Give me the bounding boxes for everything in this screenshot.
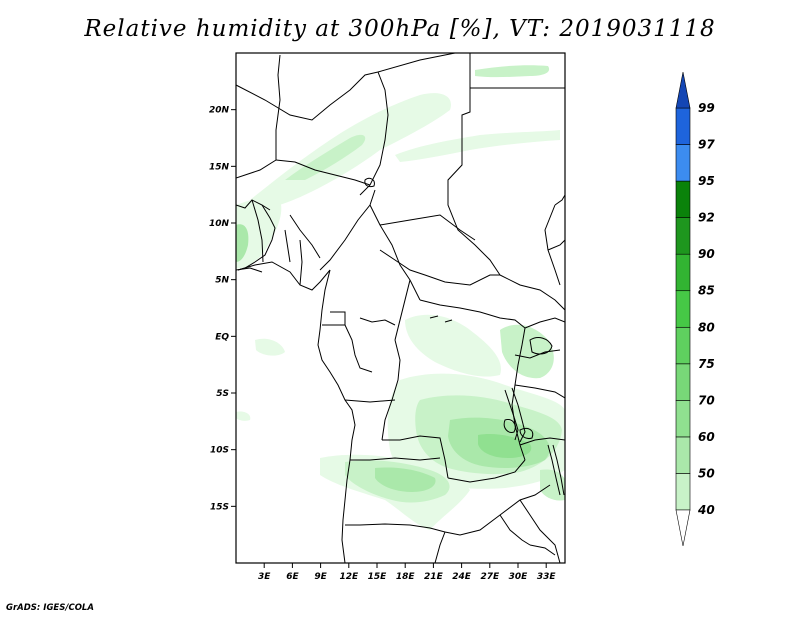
lon-tick-label: 24E xyxy=(452,572,472,582)
colorbar-top-triangle xyxy=(675,71,691,109)
lon-tick-label: 21E xyxy=(424,572,444,582)
lon-tick-label: 12E xyxy=(339,572,359,582)
lat-tick-label: 15S xyxy=(210,502,229,512)
colorbar-label: 90 xyxy=(698,247,715,261)
longitude-axis: 3E 6E 9E 12E 15E 18E 21E 24E 27E 30E 33E xyxy=(258,563,556,582)
humidity-region-west-coast xyxy=(236,197,282,269)
humidity-region-angola-core xyxy=(375,467,436,492)
lon-tick-label: 18E xyxy=(396,572,416,582)
lat-tick-label: 5S xyxy=(216,389,229,399)
humidity-region-congo-north xyxy=(405,314,501,377)
colorbar-segment xyxy=(675,363,691,401)
colorbar-label: 85 xyxy=(698,284,715,298)
colorbar-segment xyxy=(675,217,691,255)
lat-tick-label: 10N xyxy=(209,219,230,229)
humidity-region-sahel-east xyxy=(395,130,560,162)
lat-tick-label: 20N xyxy=(209,106,230,116)
colorbar-label: 95 xyxy=(698,174,715,188)
colorbar-segment xyxy=(675,290,691,328)
colorbar-label: 92 xyxy=(698,211,715,225)
humidity-region-sahel-core xyxy=(285,134,366,180)
chart-title: Relative humidity at 300hPa [%], VT: 201… xyxy=(84,16,716,42)
lon-tick-label: 15E xyxy=(368,572,388,582)
lat-tick-label: 10S xyxy=(210,446,229,456)
colorbar-segment xyxy=(675,326,691,365)
lon-tick-label: 27E xyxy=(480,572,500,582)
humidity-region-northeast xyxy=(475,65,550,78)
lon-tick-label: 6E xyxy=(286,572,299,582)
humidity-field xyxy=(236,65,565,530)
colorbar-label: 40 xyxy=(697,503,715,517)
lat-tick-label: EQ xyxy=(215,332,229,342)
colorbar-segment xyxy=(675,473,691,511)
lon-tick-label: 30E xyxy=(509,572,529,582)
colorbar-segment xyxy=(675,144,691,182)
colorbar-segment xyxy=(675,253,691,292)
country-borders xyxy=(236,53,565,563)
colorbar-label: 50 xyxy=(698,466,715,480)
colorbar-segment xyxy=(675,436,691,474)
colorbar-label: 75 xyxy=(698,357,715,371)
colorbar-label: 70 xyxy=(698,393,715,407)
grads-credit: GrADS: IGES/COLA xyxy=(6,603,94,613)
colorbar-segment xyxy=(675,107,691,145)
colorbar-label: 60 xyxy=(698,430,715,444)
map-frame xyxy=(235,52,566,564)
humidity-region-east-edge xyxy=(540,469,565,501)
humidity-region-south-band-peak xyxy=(478,434,532,458)
lat-tick-label: 5N xyxy=(215,276,229,286)
colorbar-segment xyxy=(675,180,691,218)
colorbar-label: 99 xyxy=(698,101,715,115)
lat-tick-label: 15N xyxy=(209,162,230,172)
humidity-region-gabon xyxy=(255,338,285,356)
lon-tick-label: 9E xyxy=(314,572,327,582)
latitude-axis: 20N 15N 10N 5N EQ 5S 10S 15S xyxy=(209,106,236,512)
lon-tick-label: 3E xyxy=(258,572,271,582)
colorbar-bottom-triangle xyxy=(675,509,691,547)
humidity-region-atlantic xyxy=(236,411,251,421)
lon-tick-label: 33E xyxy=(537,572,557,582)
colorbar-segment xyxy=(675,400,691,438)
humidity-region-west-coast-core xyxy=(236,224,249,262)
colorbar-label: 97 xyxy=(698,138,715,152)
colorbar: 40 50 60 70 75 80 85 90 92 95 97 99 xyxy=(675,71,715,547)
colorbar-label: 80 xyxy=(698,320,715,334)
